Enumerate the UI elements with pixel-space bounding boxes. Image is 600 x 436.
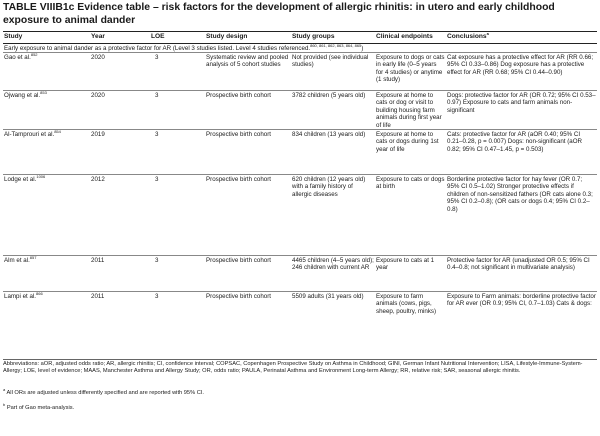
loe-cell: 3	[150, 255, 205, 292]
study-cell: Lampi et al.866	[3, 290, 90, 328]
header-year: Year	[90, 31, 150, 44]
study-ref: 866	[36, 290, 43, 296]
table-row: Gao et al.852 2020 3 Systematic review and …	[3, 51, 597, 91]
year-cell: 2012	[90, 174, 150, 256]
groups-cell: 620 children (12 years old) with a famil…	[291, 174, 375, 256]
year-cell: 2020	[90, 52, 150, 91]
endpoints-cell: Exposure at home to cats or dog or visit…	[375, 89, 446, 130]
endpoints-cell: Exposure to cats at 1 year	[375, 255, 446, 292]
conclusions-cell: Dogs: protective factor for AR (OR 0.72;…	[446, 89, 597, 130]
study-name: Al-Tamprouri et al.	[4, 131, 55, 139]
table-row: Ojwang et al.853 2020 3 Prospective birth c…	[3, 89, 597, 130]
study-cell: Lodge et al.1006	[3, 173, 90, 256]
study-name: Lodge et al.	[4, 176, 37, 184]
table-row: Al-Tamprouri et al.854 2019 3 Prospective b…	[3, 128, 597, 175]
section-row: Early exposure to animal dander as a pro…	[3, 42, 597, 53]
endpoints-cell: Exposure to cats or dogs at birth	[375, 174, 446, 256]
abbreviations-footnote: Abbreviations: aOR, adjusted odds ratio;…	[3, 361, 583, 375]
evidence-table: Study Year LOE Study design Study groups…	[3, 31, 597, 328]
study-cell: Ojwang et al.853	[3, 89, 90, 130]
study-name: Gao et al.	[4, 54, 31, 61]
study-ref: 857	[29, 254, 37, 260]
year-cell: 2019	[90, 129, 150, 175]
conclusions-cell: Protective factor for AR (unadjusted OR …	[446, 255, 597, 292]
header-study-groups: Study groups	[291, 31, 375, 44]
study-cell: Alm et al.857	[3, 254, 90, 292]
conclusions-cell: Cats: protective factor for AR (aOR 0.40…	[446, 129, 597, 175]
design-cell: Prospective birth cohort	[205, 291, 291, 328]
loe-cell: 3	[150, 174, 205, 256]
study-ref: 1006	[36, 173, 46, 179]
table-row: Lampi et al.866 2011 3 Prospective birth co…	[3, 290, 597, 328]
study-ref: 854	[54, 128, 61, 134]
design-cell: Prospective birth cohort	[205, 129, 291, 175]
groups-cell: 5509 adults (31 years old)	[291, 291, 375, 328]
study-name: Lampi et al.	[4, 293, 36, 301]
study-ref: 852	[30, 51, 38, 57]
design-cell: Prospective birth cohort	[205, 174, 291, 256]
study-cell: Al-Tamprouri et al.854	[3, 128, 90, 175]
study-name: Ojwang et al.	[4, 92, 41, 99]
year-cell: 2011	[90, 291, 150, 328]
table-row: Alm et al.857 2011 3 Prospective birth coho…	[3, 254, 597, 292]
table-title: TABLE VIIIB1c Evidence table – risk fact…	[3, 2, 555, 26]
header-clinical-endpoints: Clinical endpoints	[375, 31, 446, 44]
design-cell: Systematic review and pooled analysis of…	[205, 52, 291, 91]
conclusions-cell: Borderline protective factor for hay fev…	[446, 174, 597, 256]
year-cell: 2020	[90, 89, 150, 130]
groups-cell: 3782 children (5 years old)	[291, 89, 375, 130]
loe-cell: 3	[150, 89, 205, 130]
footnote-b: b Part of Gao meta-analysis.	[3, 402, 75, 411]
header-study-design: Study design	[205, 31, 291, 44]
footnote-a: a All ORs are adjusted unless differentl…	[3, 387, 204, 396]
endpoints-cell: Exposure to farm animals (cows, pigs, sh…	[375, 291, 446, 328]
header-loe: LOE	[150, 31, 205, 44]
section-caption: Early exposure to animal dander as a pro…	[4, 42, 364, 52]
conclusions-cell: Cat exposure has a protective effect for…	[446, 52, 597, 91]
study-cell: Gao et al.852	[3, 51, 90, 91]
loe-cell: 3	[150, 291, 205, 328]
year-cell: 2011	[90, 255, 150, 292]
design-cell: Prospective birth cohort	[205, 89, 291, 130]
groups-cell: 4465 children (4–5 years old); 246 child…	[291, 255, 375, 292]
groups-cell: 834 children (13 years old)	[291, 129, 375, 175]
study-ref: 853	[40, 89, 47, 95]
loe-cell: 3	[150, 52, 205, 91]
groups-cell: Not provided (see individual studies)	[291, 52, 375, 91]
design-cell: Prospective birth cohort	[205, 255, 291, 292]
header-study: Study	[3, 31, 90, 44]
study-name: Alm et al.	[4, 257, 30, 265]
table-row: Lodge et al.1006 2012 3 Prospective birth c…	[3, 173, 597, 256]
endpoints-cell: Exposure to dogs or cats in early life (…	[375, 52, 446, 91]
footnote-divider	[3, 359, 597, 360]
header-row: Study Year LOE Study design Study groups…	[3, 31, 597, 44]
header-conclusions: Conclusionsa	[446, 31, 597, 44]
conclusions-cell: Exposure to Farm animals: borderline pro…	[446, 291, 597, 328]
loe-cell: 3	[150, 129, 205, 175]
endpoints-cell: Exposure at home to cats or dogs during …	[375, 129, 446, 175]
